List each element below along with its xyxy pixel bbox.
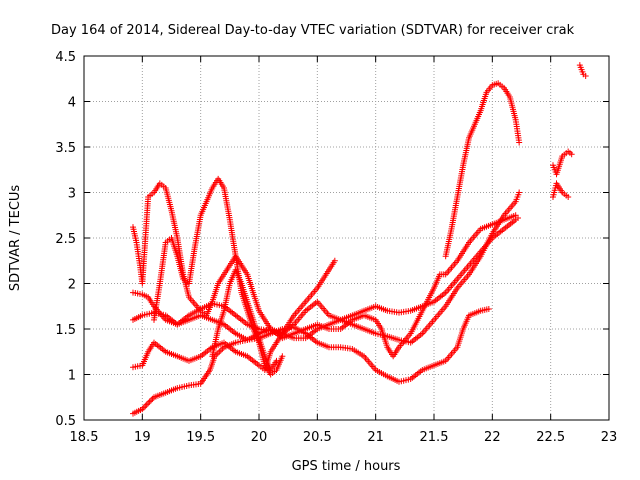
chart-title: Day 164 of 2014, Sidereal Day-to-day VTE… bbox=[51, 23, 575, 38]
y-tick-label: 1 bbox=[68, 369, 76, 384]
data-point bbox=[146, 398, 153, 405]
axis-ticks bbox=[83, 55, 610, 421]
x-tick-label: 19 bbox=[134, 430, 151, 445]
data-point bbox=[139, 406, 146, 413]
series-track-9 bbox=[550, 148, 575, 178]
y-tick-label: 1.5 bbox=[55, 323, 76, 338]
x-tick-label: 19.5 bbox=[186, 430, 215, 445]
series-track-8 bbox=[442, 80, 523, 260]
data-point bbox=[331, 257, 338, 264]
data-point bbox=[142, 403, 149, 410]
x-tick-label: 21 bbox=[367, 430, 384, 445]
y-tick-label: 3.5 bbox=[55, 141, 76, 156]
data-point bbox=[148, 397, 155, 404]
y-tick-label: 2 bbox=[68, 278, 76, 293]
x-tick-label: 20 bbox=[251, 430, 268, 445]
y-tick-labels: 0.5 1 1.5 2 2.5 3 3.5 4 4.5 bbox=[55, 50, 76, 429]
data-point bbox=[516, 189, 523, 196]
data-point bbox=[140, 404, 147, 411]
y-tick-label: 4.5 bbox=[55, 50, 76, 65]
series-track-7 bbox=[209, 266, 280, 373]
data-point bbox=[145, 400, 152, 407]
y-tick-label: 4 bbox=[68, 96, 76, 111]
series-track-11 bbox=[576, 62, 589, 80]
data-point bbox=[216, 348, 223, 355]
data-points bbox=[130, 62, 589, 417]
x-tick-label: 20.5 bbox=[303, 430, 332, 445]
x-tick-labels: 18.5 19 19.5 20 20.5 21 21.5 22 22.5 23 bbox=[70, 430, 618, 445]
data-point bbox=[149, 395, 156, 402]
x-tick-label: 22.5 bbox=[536, 430, 565, 445]
x-tick-label: 22 bbox=[484, 430, 501, 445]
data-point bbox=[273, 357, 280, 364]
data-point bbox=[568, 151, 575, 158]
data-point bbox=[565, 194, 572, 201]
data-point bbox=[143, 401, 150, 408]
data-point bbox=[512, 212, 519, 219]
series-track-5 bbox=[130, 180, 519, 360]
x-tick-label: 18.5 bbox=[70, 430, 99, 445]
data-point bbox=[279, 353, 286, 360]
x-tick-label: 23 bbox=[601, 430, 618, 445]
x-axis-label: GPS time / hours bbox=[292, 459, 401, 474]
data-point bbox=[217, 347, 224, 354]
data-point bbox=[485, 305, 492, 312]
grid-lines bbox=[84, 56, 609, 420]
data-point bbox=[214, 350, 221, 357]
x-tick-label: 21.5 bbox=[420, 430, 449, 445]
data-point bbox=[582, 73, 589, 80]
series-track-4 bbox=[130, 189, 523, 346]
y-tick-label: 0.5 bbox=[55, 414, 76, 429]
y-axis-label: SDTVAR / TECUs bbox=[8, 185, 23, 292]
y-tick-label: 3 bbox=[68, 187, 76, 202]
data-point bbox=[516, 139, 523, 146]
y-tick-label: 2.5 bbox=[55, 232, 76, 247]
series-track-10 bbox=[550, 180, 572, 201]
